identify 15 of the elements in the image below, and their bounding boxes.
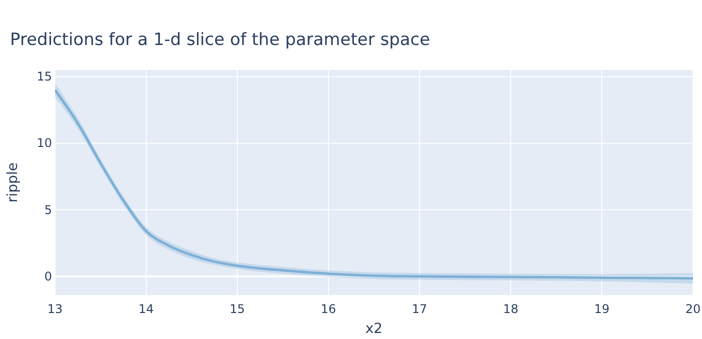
- y-tick-label: 0: [44, 269, 52, 284]
- x-axis-title: x2: [365, 321, 383, 337]
- x-tick-label: 14: [138, 302, 154, 316]
- x-tick-label: 19: [594, 302, 610, 316]
- x-tick-label: 13: [47, 302, 63, 316]
- y-tick-label: 10: [36, 136, 52, 150]
- y-tick-label: 15: [36, 70, 52, 84]
- y-axis-title: ripple: [5, 162, 21, 202]
- chart-title: Predictions for a 1-d slice of the parameter space: [10, 30, 430, 50]
- x-tick-label: 17: [412, 302, 428, 316]
- x-tick-label: 20: [685, 302, 701, 316]
- x-tick-label: 15: [230, 302, 245, 316]
- x-tick-label: 16: [320, 302, 336, 316]
- y-tick-label: 5: [44, 202, 52, 217]
- x-tick-label: 18: [503, 302, 518, 316]
